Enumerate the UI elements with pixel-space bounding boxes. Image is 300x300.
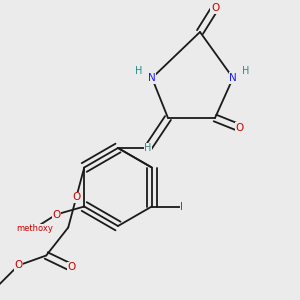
Text: H: H: [135, 66, 143, 76]
Text: methoxy: methoxy: [16, 224, 53, 233]
Text: N: N: [148, 73, 156, 83]
Text: O: O: [52, 209, 60, 220]
Text: I: I: [180, 202, 183, 212]
Text: O: O: [14, 260, 22, 271]
Text: O: O: [72, 193, 80, 202]
Text: O: O: [236, 123, 244, 133]
Text: O: O: [67, 262, 75, 272]
Text: H: H: [144, 143, 152, 153]
Text: N: N: [229, 73, 237, 83]
Text: H: H: [242, 66, 250, 76]
Text: O: O: [211, 3, 219, 13]
